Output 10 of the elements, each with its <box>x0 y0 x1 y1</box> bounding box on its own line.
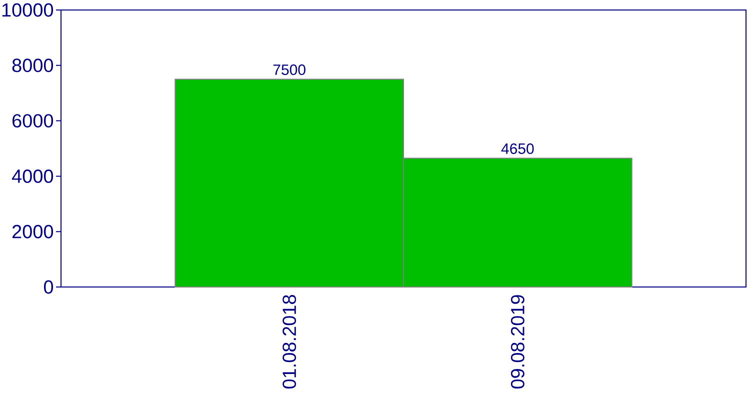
data-label: 4650 <box>501 143 534 154</box>
y-tick-label: 8000 <box>12 58 54 72</box>
data-label: 7500 <box>273 64 306 76</box>
x-tick-label: 01.08.2018 <box>282 295 296 389</box>
y-tick-label: 6000 <box>12 114 54 128</box>
y-tick-label: 10000 <box>2 3 54 17</box>
x-tick-label: 09.08.2019 <box>510 295 524 389</box>
y-tick-label: 4000 <box>12 169 54 183</box>
y-tick-label: 2000 <box>12 224 54 238</box>
y-tick-label: 0 <box>44 280 54 294</box>
